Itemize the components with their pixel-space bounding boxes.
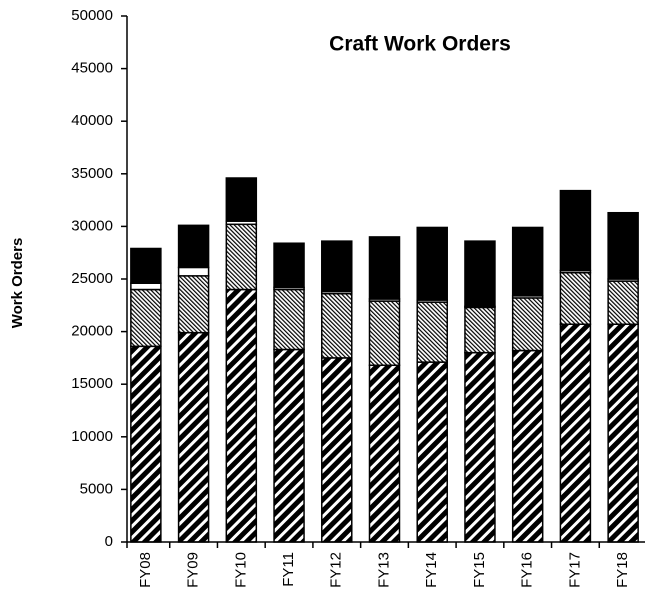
y-tick-label: 0 (105, 533, 113, 550)
x-tick-label: FY12 (328, 552, 345, 588)
bar-segment (273, 348, 305, 543)
y-tick-label: 25000 (71, 270, 113, 287)
bar-segment (130, 282, 162, 291)
bar-segment (416, 361, 448, 543)
bar-segment (607, 211, 639, 280)
bar-segment (559, 271, 592, 325)
bar-segment (368, 364, 401, 543)
x-tick-label: FY14 (423, 552, 440, 588)
x-tick-label: FY09 (185, 552, 202, 588)
bar-segment (464, 351, 496, 543)
bar-segment (273, 242, 305, 289)
bar-segment (130, 247, 162, 284)
bar-segment (225, 177, 258, 222)
bar-segment (177, 266, 210, 277)
bar-segment (273, 288, 305, 351)
x-tick-label: FY11 (280, 552, 297, 587)
y-tick-label: 40000 (71, 112, 113, 129)
x-tick-label: FY16 (519, 552, 536, 588)
bar-segment (511, 226, 544, 297)
bar-segment (177, 331, 210, 543)
x-tick-label: FY13 (375, 552, 392, 588)
bar-segment (177, 275, 210, 334)
bar-segment (368, 300, 401, 367)
bar-segment (368, 236, 401, 300)
y-tick-label: 20000 (71, 323, 113, 340)
bar-segment (177, 224, 210, 269)
bar-segment (225, 288, 258, 543)
bar-segment (321, 292, 353, 359)
bar-segment (130, 288, 162, 348)
y-tick-label: 5000 (80, 480, 113, 497)
y-axis-title: Work Orders (9, 238, 26, 329)
x-tick-label: FY10 (232, 552, 249, 588)
y-tick-label: 10000 (71, 428, 113, 445)
y-tick-label: 15000 (71, 375, 113, 392)
x-tick-label: FY15 (471, 552, 488, 588)
bar-segment (464, 306, 496, 354)
bar-segment (464, 240, 496, 308)
x-tick-label: FY17 (566, 552, 583, 588)
y-tick-label: 35000 (71, 165, 113, 182)
bar-segment (321, 357, 353, 543)
chart-title: Craft Work Orders (329, 33, 511, 56)
y-tick-label: 30000 (71, 217, 113, 234)
bar-segment (607, 323, 639, 543)
bar-segment (511, 349, 544, 543)
bar-segment (416, 226, 448, 301)
bar-segment (130, 345, 162, 543)
y-tick-label: 50000 (71, 7, 113, 24)
y-tick-label: 45000 (71, 60, 113, 77)
bar-segment (559, 189, 592, 272)
bar-segment (225, 223, 258, 291)
bar-segment (416, 301, 448, 363)
bar-segment (321, 240, 353, 293)
x-tick-label: FY18 (614, 552, 631, 588)
bar-segment (607, 280, 639, 325)
bar-segment (559, 323, 592, 543)
bar-segment (511, 297, 544, 352)
x-tick-label: FY08 (137, 552, 154, 588)
